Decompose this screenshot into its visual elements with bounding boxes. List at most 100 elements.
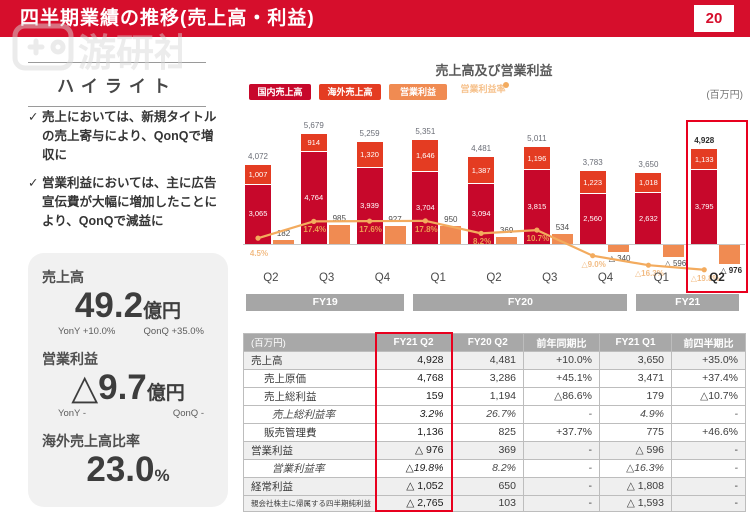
cell-value: 825 <box>451 422 524 442</box>
quarter-label: Q2 <box>263 272 279 284</box>
column-header: FY21 Q1 <box>599 332 672 352</box>
table-row: 売上高 4,928 4,481 +10.0% 3,650 +35.0% <box>243 350 746 370</box>
cell-value: +37.4% <box>671 368 746 388</box>
total-value-label: 5,679 <box>303 121 324 131</box>
table-row: 親会社株主に帰属する四半期純利益 △ 2,765 103- △ 1,593- <box>243 494 746 512</box>
bar-overseas-segment <box>412 140 439 173</box>
fy-band: FY21 <box>636 294 739 311</box>
quarter-label: Q4 <box>597 272 614 284</box>
total-value-label: 4,072 <box>247 152 269 162</box>
op-rate-label: △19.8% <box>690 273 720 283</box>
cell-value: 4,481 <box>451 350 524 370</box>
column-header: 前年同期比 <box>523 332 600 352</box>
op-bar <box>663 245 685 257</box>
operating-profit-stats: YonY - QonQ - <box>58 407 204 419</box>
legend-domestic: 国内売上高 <box>249 84 311 100</box>
total-value-label: 5,259 <box>359 129 380 139</box>
cell-value: 3,286 <box>451 368 524 388</box>
cell-value: △16.3% <box>599 458 672 478</box>
total-value-label: 3,783 <box>582 157 603 167</box>
overseas-value-label: 1,018 <box>639 178 658 188</box>
table-row: 売上総利益 159 1,194 △86.6% 179 △10.7% <box>243 386 746 406</box>
cell-value: - <box>523 494 600 512</box>
cell-value: △ 1,052 <box>374 476 453 496</box>
domestic-value-label: 3,795 <box>694 202 714 212</box>
table-row: 営業利益 △ 976 369- △ 596- <box>243 440 746 460</box>
bar-overseas-segment <box>635 173 662 193</box>
operating-profit-label: 営業利益 <box>42 350 98 367</box>
cell-value: △ 1,808 <box>599 476 672 496</box>
highlight-item: ✓ 営業利益においては、主に広告宣伝費が大幅に増加したことにより、QonQで減益に <box>28 174 220 230</box>
op-value-label: 534 <box>555 222 570 232</box>
cell-value: +45.1% <box>523 368 600 388</box>
header-bar: 四半期業績の推移(売上高・利益) 20 <box>0 0 750 37</box>
column-header: 前四半期比 <box>671 332 746 352</box>
cell-value: +37.7% <box>523 422 600 442</box>
cell-value: 26.7% <box>451 404 524 424</box>
total-value-label: 4,481 <box>471 144 492 154</box>
quarter-label: Q1 <box>430 272 446 284</box>
overseas-ratio-value: 23.0% <box>86 449 170 489</box>
cell-value: 3.2% <box>374 404 453 424</box>
op-bar <box>273 240 294 244</box>
cell-value: △ 2,765 <box>374 494 453 512</box>
overseas-value-label: 1,133 <box>694 154 714 164</box>
row-label: 営業利益率 <box>243 458 376 478</box>
operating-profit-value: △9.7億円 <box>71 367 185 407</box>
column-header: FY20 Q2 <box>451 332 524 352</box>
column-header: FY21 Q2 <box>374 332 453 352</box>
revenue-label: 売上高 <box>42 269 84 285</box>
row-label: 売上総利益 <box>243 386 376 406</box>
bar-overseas-segment <box>523 146 550 171</box>
cell-value: △ 596 <box>599 440 672 460</box>
current-quarter-highlight-box <box>686 120 749 293</box>
op-rate-label: 10.7% <box>526 234 550 244</box>
chart-legend: 国内売上高 海外売上高 営業利益 営業利益率 (百万円) <box>243 82 745 104</box>
domestic-value-label: 3,704 <box>415 203 435 213</box>
highlights-section: ハイライト <box>28 62 206 107</box>
page-number: 20 <box>694 5 734 32</box>
overseas-ratio-label: 海外売上高比率 <box>42 432 140 449</box>
cell-value: 3,471 <box>599 368 672 388</box>
highlights-title: ハイライト <box>28 62 206 107</box>
total-value-label: 3,650 <box>638 160 659 170</box>
op-rate-label: 17.4% <box>303 225 327 235</box>
row-label: 売上総利益率 <box>243 404 376 424</box>
quarter-label: Q3 <box>318 272 335 284</box>
domestic-value-label: 3,815 <box>527 202 547 212</box>
op-rate-label: 17.8% <box>414 224 438 234</box>
quarter-label: Q2 <box>486 272 502 284</box>
op-rate-label: △9.0% <box>581 259 606 269</box>
row-label: 売上原価 <box>243 368 376 388</box>
table-row: 営業利益率 △19.8% 8.2% - △16.3% - <box>243 458 746 478</box>
table-row: 売上総利益率 3.2% 26.7% -4.9% - <box>243 404 746 424</box>
op-rate-label: 8.2% <box>472 237 492 247</box>
revenue-profit-chart: 3,065 1,007 4,072 182 4.5% Q2 4,764 914 5,679 985… <box>243 106 749 324</box>
highlights-list: ✓ 売上においては、新規タイトルの売上寄与により、QonQで増収に ✓ 営業利益におい… <box>28 108 220 241</box>
total-value-label: 4,928 <box>694 135 715 145</box>
op-value-label: △ 976 <box>720 265 743 275</box>
table-row: 販売管理費 1,136 825 +37.7% 775 +46.6% <box>243 422 746 442</box>
cell-value: 103 <box>451 494 524 512</box>
domestic-value-label: 2,632 <box>639 213 658 223</box>
bar-overseas-segment <box>691 148 718 171</box>
op-bar <box>719 245 741 264</box>
quarter-label: Q1 <box>653 272 669 284</box>
cell-value: - <box>523 476 600 496</box>
row-label: 親会社株主に帰属する四半期純利益 <box>243 494 376 512</box>
quarter-label: Q4 <box>374 272 391 284</box>
revenue-value: 49.2億円 <box>74 286 182 325</box>
bar-overseas-segment <box>579 170 606 195</box>
op-rate-label: 17.6% <box>359 225 382 235</box>
cell-value: - <box>671 476 746 496</box>
fy-band: FY19 <box>246 294 405 311</box>
row-label: 売上高 <box>243 350 376 370</box>
cell-value: △86.6% <box>523 386 600 406</box>
overseas-value-label: 1,196 <box>527 153 547 163</box>
cell-value: 650 <box>451 476 524 496</box>
op-rate-label: △16.3% <box>635 269 664 279</box>
cell-value: 1,194 <box>451 386 524 406</box>
row-label: 営業利益 <box>243 440 376 460</box>
total-value-label: 5,351 <box>415 127 436 137</box>
